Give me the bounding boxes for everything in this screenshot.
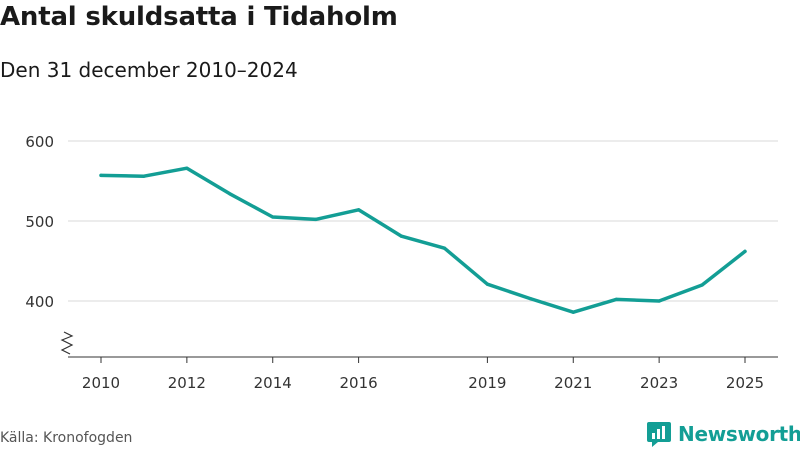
data-point [442, 246, 447, 250]
newsworthy-logo-icon [647, 422, 671, 447]
data-point [485, 282, 489, 286]
x-tick-label: 2023 [640, 374, 678, 392]
data-point [657, 299, 661, 303]
x-tick-label: 2010 [82, 374, 120, 392]
data-point [528, 297, 532, 301]
x-tick-label: 2025 [726, 374, 764, 392]
data-point [700, 283, 704, 287]
y-tick-label: 400 [25, 293, 54, 311]
y-tick-label: 600 [25, 133, 54, 151]
x-tick-label: 2012 [168, 374, 206, 392]
data-point [228, 192, 232, 196]
data-point [185, 166, 189, 170]
y-tick-labels: 400 500 600 [25, 133, 54, 311]
y-tick-label: 500 [25, 213, 54, 231]
chart-subtitle: Den 31 december 2010–2024 [0, 58, 298, 82]
x-tick-label: 2016 [340, 374, 378, 392]
data-point [743, 249, 747, 253]
x-tick-label: 2019 [468, 374, 506, 392]
source-note: Källa: Kronofogden [0, 430, 133, 446]
chart-title: Antal skuldsatta i Tidaholm [0, 2, 398, 32]
brand-logo: Newsworthy [644, 418, 800, 450]
data-point [142, 174, 146, 178]
data-point [99, 173, 103, 177]
axis-layer [60, 331, 778, 363]
data-point [314, 217, 318, 221]
x-tick-label: 2014 [254, 374, 292, 392]
data-point [271, 215, 275, 219]
x-tick-labels: 2010 2012 2014 2016 2019 2021 2023 2025 [82, 374, 764, 392]
grid-layer [68, 140, 778, 302]
axis-break-icon [60, 331, 74, 355]
x-tick-label: 2021 [554, 374, 592, 392]
series-layer [99, 166, 747, 314]
data-point [571, 310, 575, 314]
series-line-0 [99, 166, 747, 314]
data-point [399, 234, 404, 238]
data-point [614, 297, 618, 301]
data-point [357, 208, 361, 212]
brand-name: Newsworthy [678, 422, 800, 446]
